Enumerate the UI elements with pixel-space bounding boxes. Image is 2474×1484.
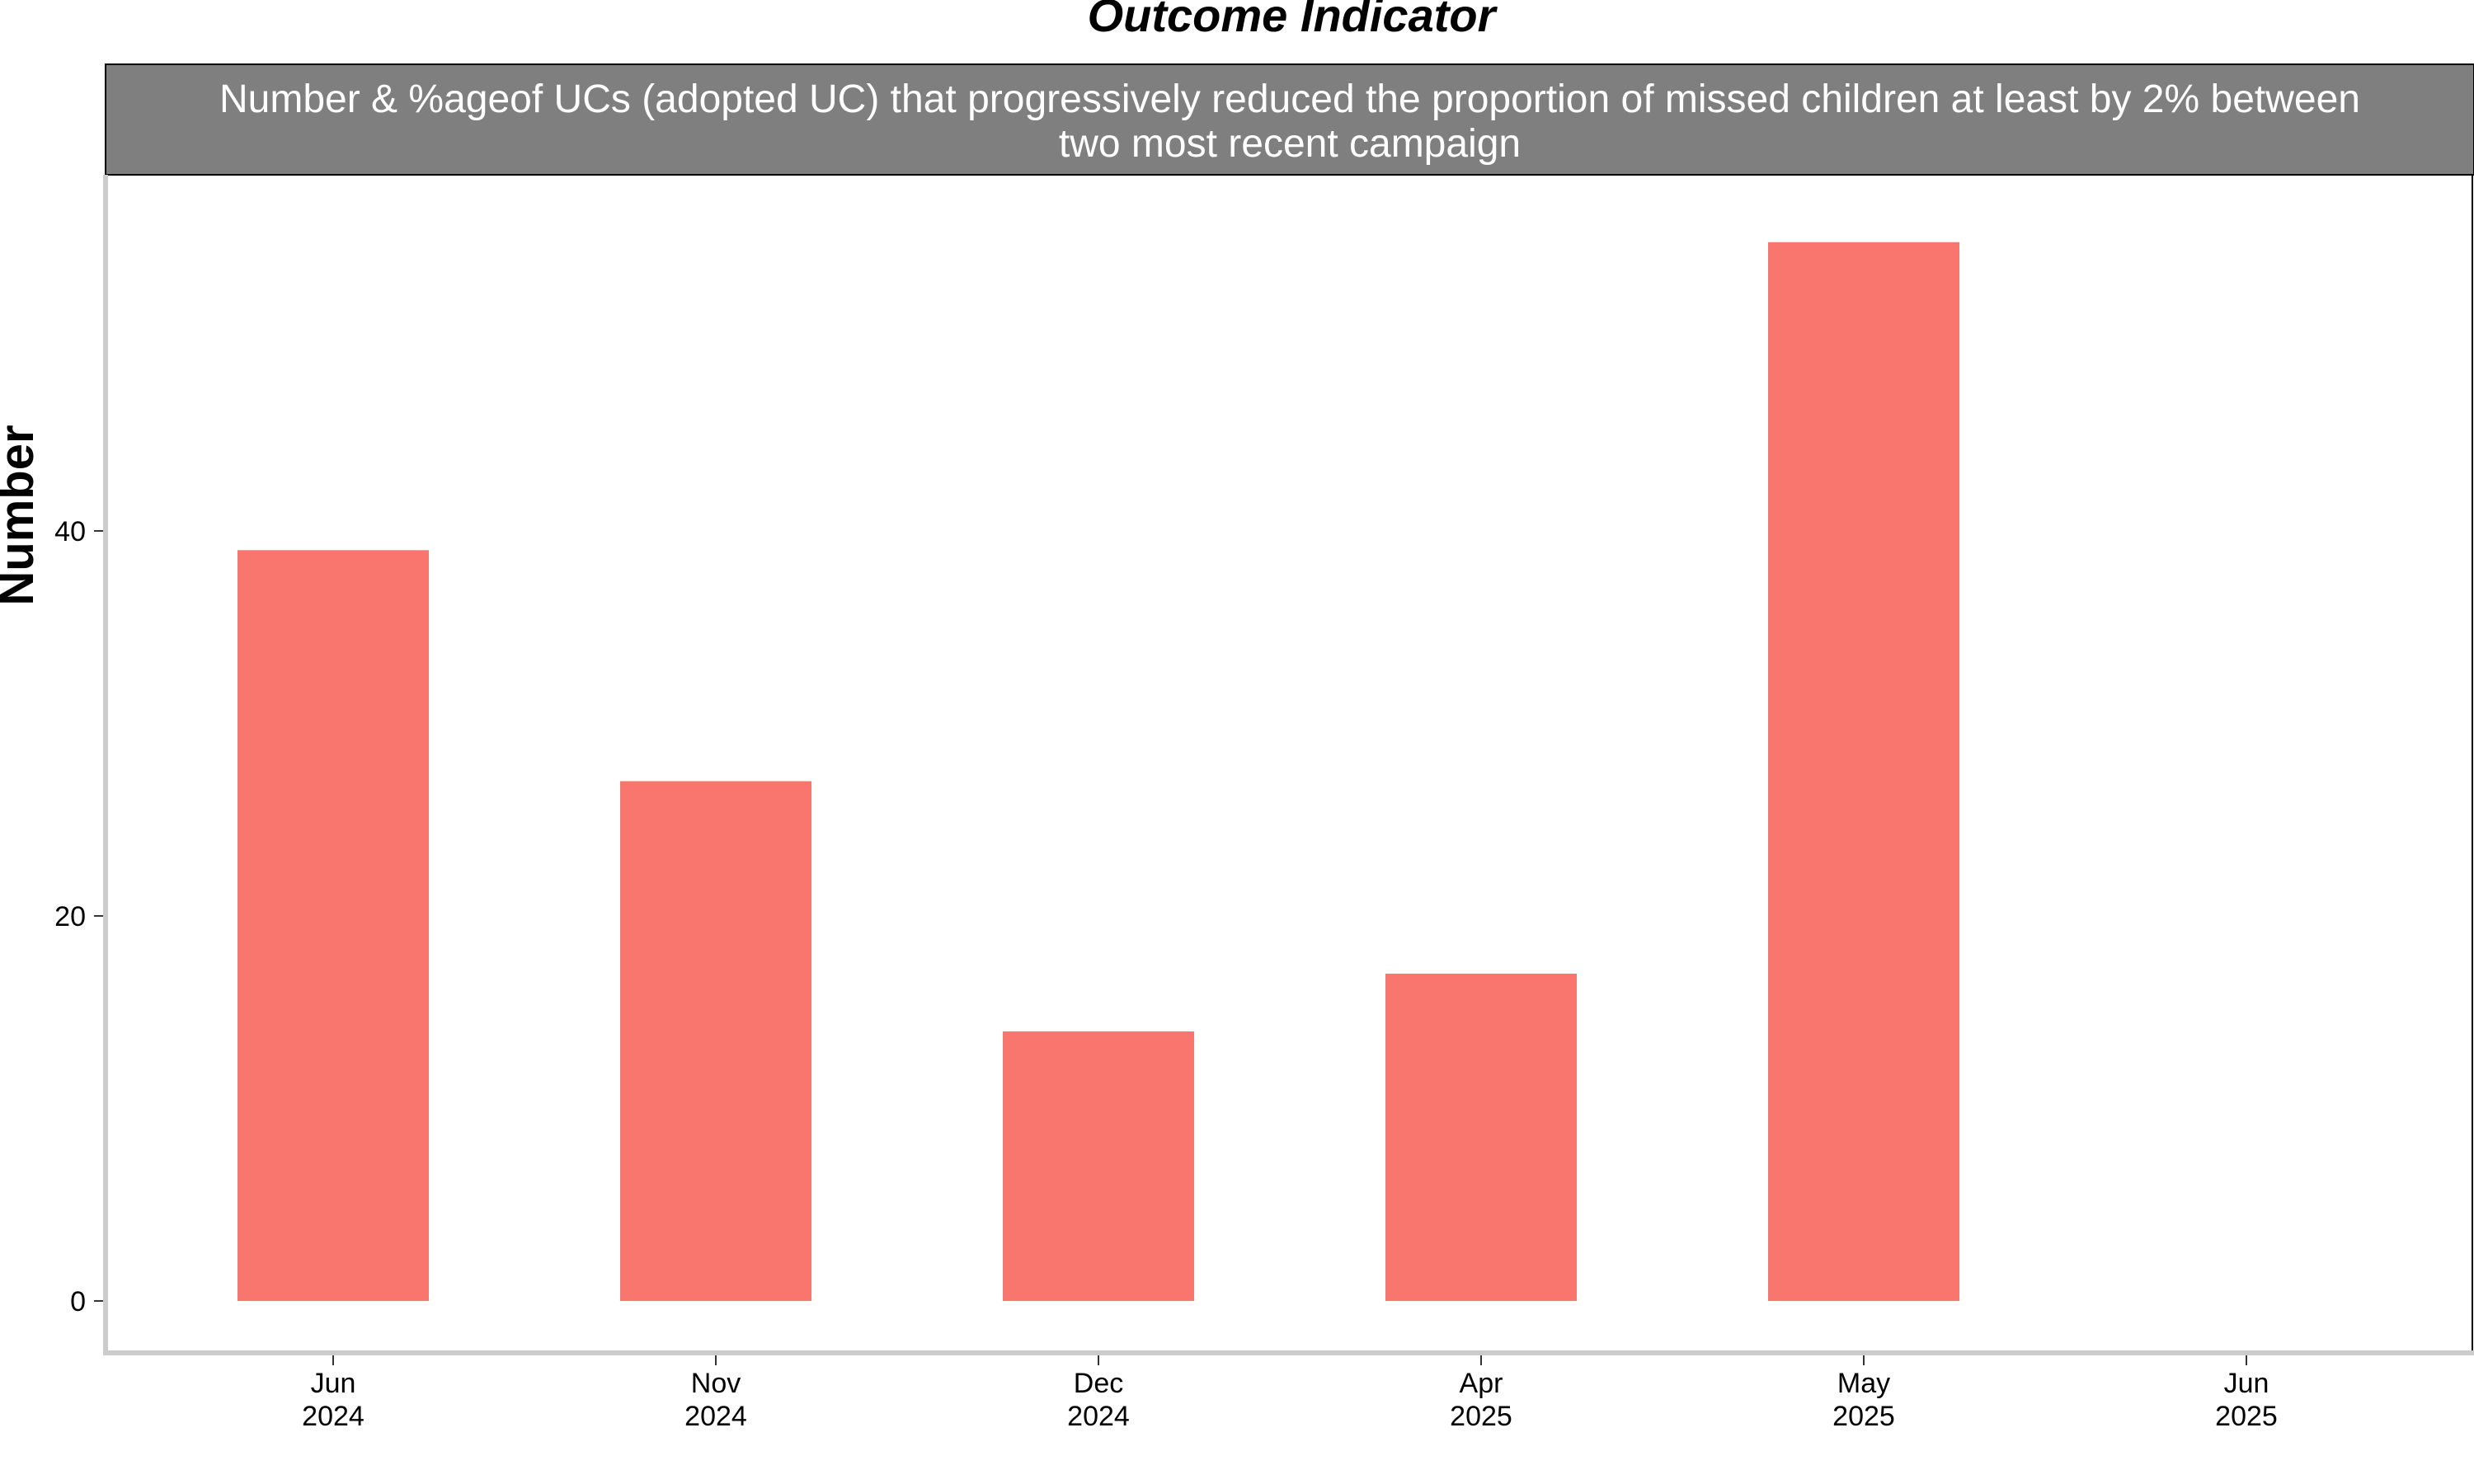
facet-strip-background bbox=[105, 63, 2474, 176]
x-tick-label-year: 2024 bbox=[302, 1401, 365, 1432]
bar-nov-2024 bbox=[620, 781, 811, 1301]
x-tick-label-month: Nov bbox=[691, 1368, 741, 1399]
bar-dec-2024 bbox=[1003, 1031, 1194, 1301]
bars-layer bbox=[238, 242, 1959, 1301]
x-tick-label-year: 2024 bbox=[1067, 1401, 1130, 1432]
plot-panel bbox=[103, 175, 2474, 1355]
y-tick-label: 40 bbox=[54, 516, 86, 547]
x-tick-label-month: Dec bbox=[1074, 1368, 1123, 1399]
chart-subtitle-line-2: two most recent campaign bbox=[1059, 122, 1521, 166]
x-tick-label-year: 2025 bbox=[1450, 1401, 1512, 1432]
y-axis-ticks: 0 20 40 bbox=[54, 516, 103, 1317]
x-tick-label-year: 2025 bbox=[1832, 1401, 1895, 1432]
x-tick-label-month: May bbox=[1837, 1368, 1890, 1399]
bar-jun-2024 bbox=[238, 550, 429, 1301]
x-tick-label-month: Jun bbox=[2224, 1368, 2269, 1399]
facet-strip: Number & %ageof UCs (adopted UC) that pr… bbox=[105, 63, 2474, 176]
chart-title: Outcome Indicator bbox=[1088, 0, 1498, 41]
y-tick-label: 0 bbox=[70, 1286, 86, 1317]
x-tick-label-year: 2024 bbox=[684, 1401, 747, 1432]
x-tick-label-year: 2025 bbox=[2215, 1401, 2278, 1432]
y-tick-label: 20 bbox=[54, 901, 86, 932]
y-axis-label: Number bbox=[0, 425, 44, 605]
bar-may-2025 bbox=[1768, 242, 1959, 1301]
chart-subtitle-line-1: Number & %ageof UCs (adopted UC) that pr… bbox=[219, 77, 2360, 121]
x-axis-ticks: Jun2024Nov2024Dec2024Apr2025May2025Jun20… bbox=[302, 1355, 2278, 1432]
bar-apr-2025 bbox=[1385, 974, 1577, 1301]
x-tick-label-month: Jun bbox=[311, 1368, 356, 1399]
x-tick-label-month: Apr bbox=[1460, 1368, 1503, 1399]
